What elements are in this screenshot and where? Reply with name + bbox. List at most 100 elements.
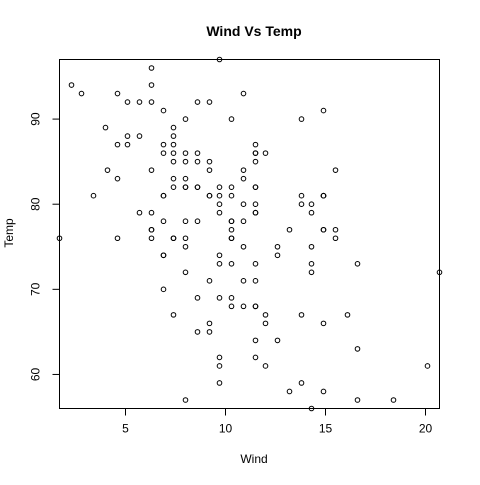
data-point [182,158,189,165]
data-point [216,260,223,267]
data-point [216,380,223,386]
data-point [354,346,361,352]
data-point [170,124,177,131]
data-point [308,243,315,250]
data-point [332,235,339,242]
data-point [124,133,131,139]
data-point [194,295,201,301]
data-point [240,278,247,284]
data-point [262,150,269,156]
data-point [308,209,315,216]
data-point [240,175,247,182]
data-point [228,235,235,242]
data-point [252,354,259,361]
data-point [124,141,131,148]
data-point [194,150,201,156]
data-point [136,99,143,105]
data-point [252,303,259,310]
data-point [148,65,155,71]
data-point [170,133,177,139]
data-point [216,209,223,216]
data-point [240,167,247,173]
data-point [148,226,155,233]
data-point [228,218,235,225]
data-point [252,184,259,190]
data-point [308,269,315,276]
data-point [182,175,189,182]
data-point [170,184,177,190]
data-point [182,116,189,122]
data-point [206,329,213,335]
data-point [170,235,177,242]
data-point [252,201,259,208]
data-point [298,201,305,208]
y-tick-label: 60 [29,367,43,381]
data-point [354,260,361,267]
data-point [252,158,259,165]
data-point [332,226,339,233]
data-point [206,278,213,284]
data-point [216,192,223,199]
data-point [148,167,155,173]
data-point [240,218,247,225]
data-point [286,388,293,395]
data-point [104,167,111,173]
x-tick-label: 20 [419,422,433,436]
data-point [114,90,121,97]
data-point [216,363,223,369]
data-point [182,218,189,225]
data-point [252,260,259,267]
y-axis-label: Temp [2,218,16,248]
data-point [206,167,213,173]
data-point [308,260,315,267]
data-point [298,192,305,199]
data-point [320,107,327,114]
data-point [216,295,223,301]
data-point [228,303,235,310]
data-point [194,329,201,335]
data-point [114,235,121,242]
data-point [182,150,189,156]
data-point [194,184,201,190]
data-point [170,150,177,156]
data-point [228,192,235,199]
data-point [194,218,201,225]
data-point [160,218,167,225]
y-tick-label: 70 [29,282,43,296]
data-point [206,320,213,327]
data-point [228,260,235,267]
data-point [124,99,131,105]
data-point [240,90,247,97]
data-point [170,141,177,148]
data-point [216,252,223,259]
data-point [228,116,235,122]
data-point [102,124,109,131]
data-point [332,167,339,173]
data-point [228,184,235,190]
data-point [274,252,281,259]
data-point [354,397,361,403]
data-point [298,312,305,318]
data-point [286,226,293,233]
data-point [182,397,189,403]
data-point [114,141,121,148]
data-point [216,184,223,190]
data-point [78,90,85,97]
data-point [320,226,327,233]
data-point [320,388,327,395]
data-point [170,312,177,318]
data-point [160,107,167,114]
data-point [194,158,201,165]
data-point [390,397,397,403]
data-point [240,243,247,250]
data-point [206,158,213,165]
data-point [182,243,189,250]
data-point [114,175,121,182]
x-axis-label: Wind [240,452,267,466]
data-point [136,133,143,139]
data-point [240,201,247,208]
data-point [206,99,213,105]
data-point [228,295,235,301]
